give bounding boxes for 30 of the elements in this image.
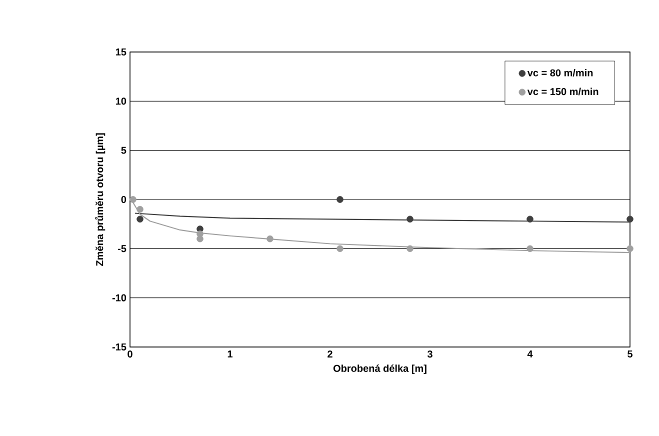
y-tick-label: -10 xyxy=(112,294,126,302)
point xyxy=(626,216,634,223)
point xyxy=(526,245,534,252)
x-axis-title: Obrobená délka [m] xyxy=(333,364,426,374)
point xyxy=(406,216,414,223)
x-tick-label: 5 xyxy=(628,350,632,358)
point xyxy=(136,216,144,223)
legend-label: vc = 150 m/min xyxy=(527,88,598,96)
x-tick-label: 0 xyxy=(128,350,132,358)
y-tick-label: 0 xyxy=(121,196,126,204)
point xyxy=(526,216,534,223)
y-tick-label: 15 xyxy=(116,48,126,56)
point xyxy=(336,196,344,203)
y-tick-label: 5 xyxy=(121,146,126,154)
x-tick-label: 4 xyxy=(527,350,533,358)
legend-label: vc = 80 m/min xyxy=(527,69,593,76)
point xyxy=(626,245,634,252)
y-axis-title: Změna průměru otvoru [µm] xyxy=(95,133,106,266)
y-tick-label: -5 xyxy=(118,245,126,252)
point xyxy=(336,245,344,252)
x-tick-label: 1 xyxy=(228,350,233,358)
x-tick-label: 2 xyxy=(328,350,332,358)
y-tick-label: -15 xyxy=(112,343,126,350)
y-tick-label: 10 xyxy=(116,98,126,105)
point xyxy=(406,245,414,252)
point xyxy=(266,235,274,242)
x-tick-label: 3 xyxy=(427,350,432,358)
point xyxy=(136,206,144,213)
point xyxy=(196,235,204,242)
point xyxy=(130,196,136,203)
